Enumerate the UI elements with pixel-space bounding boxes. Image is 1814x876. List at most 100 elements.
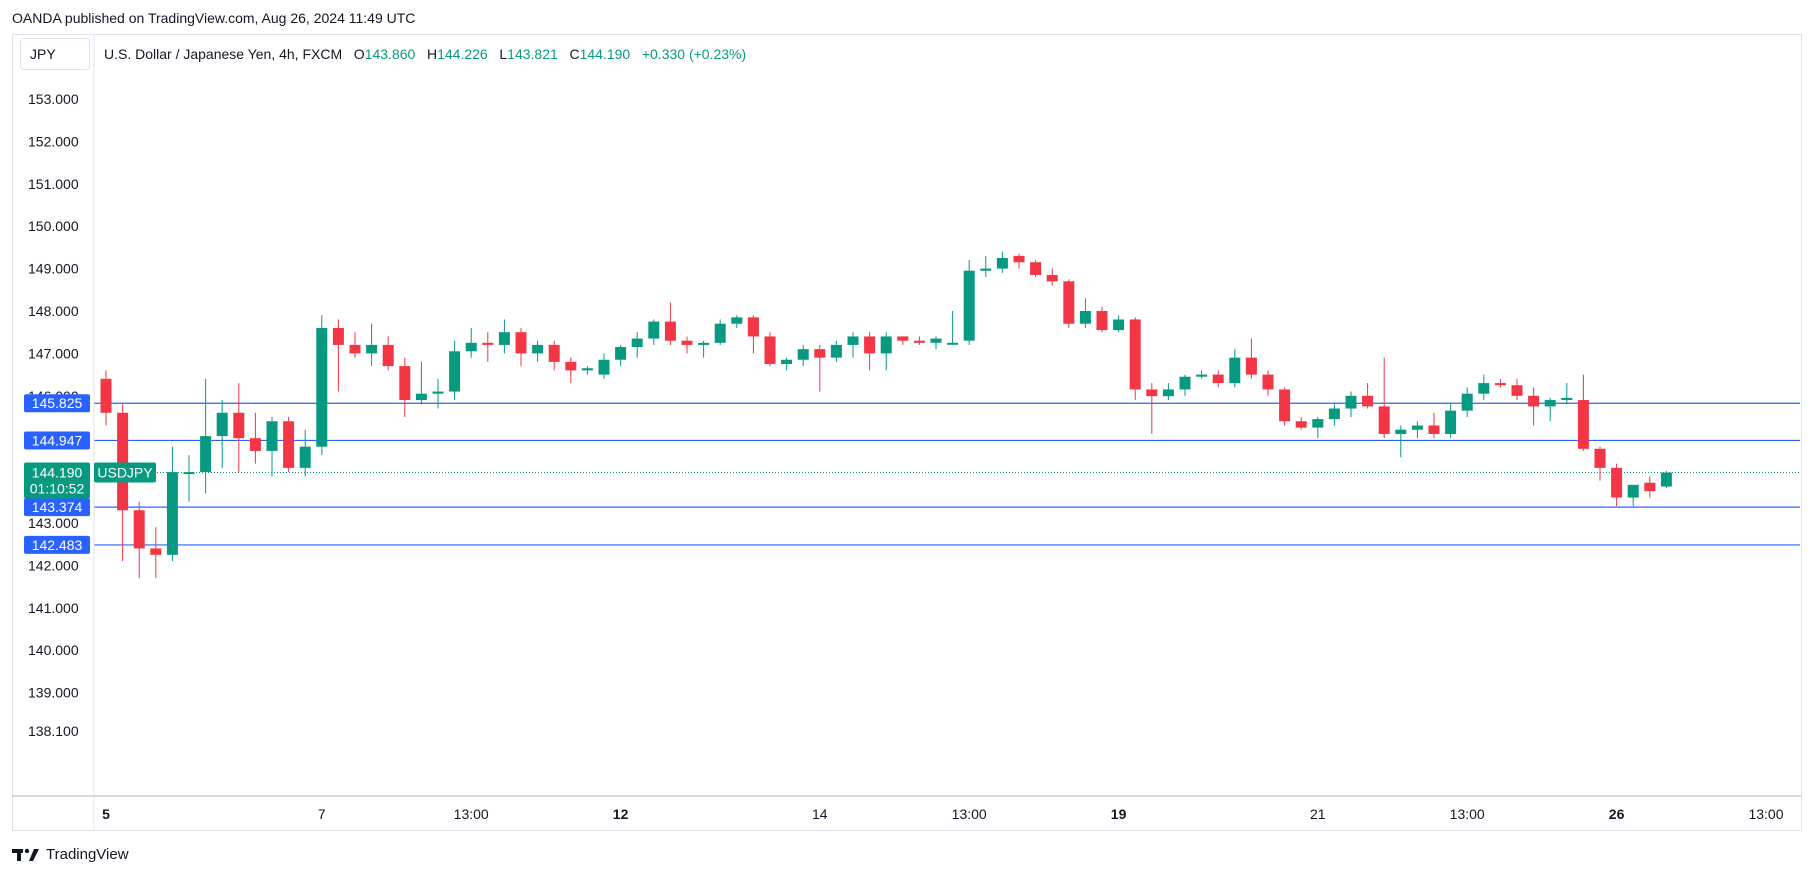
candle[interactable] xyxy=(465,327,477,358)
candle[interactable] xyxy=(1079,298,1091,328)
candle[interactable] xyxy=(1063,279,1075,328)
candle[interactable] xyxy=(631,332,643,358)
candle[interactable] xyxy=(1179,374,1191,396)
candle[interactable] xyxy=(581,366,593,375)
candle[interactable] xyxy=(847,332,859,358)
footer[interactable]: TradingView xyxy=(12,846,129,863)
candle[interactable] xyxy=(482,332,494,362)
candle[interactable] xyxy=(980,255,992,278)
candle[interactable] xyxy=(1544,397,1556,422)
candle-body xyxy=(266,421,278,451)
candle[interactable] xyxy=(382,336,394,371)
candle[interactable] xyxy=(1362,383,1374,409)
candle[interactable] xyxy=(913,336,925,345)
candle[interactable] xyxy=(1577,374,1589,451)
candle[interactable] xyxy=(714,319,726,345)
candle[interactable] xyxy=(1411,421,1423,439)
candle[interactable] xyxy=(166,446,178,562)
candle[interactable] xyxy=(432,378,444,409)
candle[interactable] xyxy=(681,336,693,354)
candle[interactable] xyxy=(299,429,311,477)
candle[interactable] xyxy=(1312,417,1324,439)
candle[interactable] xyxy=(1611,463,1623,507)
candle[interactable] xyxy=(1494,378,1506,388)
candle[interactable] xyxy=(1561,383,1573,405)
candle[interactable] xyxy=(797,344,809,367)
candle[interactable] xyxy=(449,340,461,401)
candle[interactable] xyxy=(1478,374,1490,401)
candle[interactable] xyxy=(1627,484,1639,507)
candle[interactable] xyxy=(1146,383,1158,434)
candle[interactable] xyxy=(100,370,112,426)
candle[interactable] xyxy=(947,311,959,345)
candle[interactable] xyxy=(1245,338,1257,379)
candle[interactable] xyxy=(1378,357,1390,439)
candle[interactable] xyxy=(283,417,295,473)
candle[interactable] xyxy=(963,260,975,345)
candle[interactable] xyxy=(1660,471,1672,489)
candle[interactable] xyxy=(1328,404,1340,426)
candle[interactable] xyxy=(1096,306,1108,333)
candle[interactable] xyxy=(1196,370,1208,379)
candle[interactable] xyxy=(880,332,892,371)
candle[interactable] xyxy=(515,327,527,367)
candle[interactable] xyxy=(698,340,710,358)
candle[interactable] xyxy=(415,361,427,405)
candle[interactable] xyxy=(316,315,328,456)
candle[interactable] xyxy=(1212,370,1224,388)
candle[interactable] xyxy=(1229,349,1241,388)
candle[interactable] xyxy=(781,357,793,371)
candle[interactable] xyxy=(930,336,942,350)
candle[interactable] xyxy=(233,383,245,473)
candle[interactable] xyxy=(1594,446,1606,481)
candle[interactable] xyxy=(731,315,743,328)
candle[interactable] xyxy=(565,357,577,384)
candle[interactable] xyxy=(830,340,842,362)
candle[interactable] xyxy=(1162,383,1174,401)
candle[interactable] xyxy=(1030,260,1042,278)
candle[interactable] xyxy=(532,340,544,362)
candle[interactable] xyxy=(1046,268,1058,286)
candle[interactable] xyxy=(1445,404,1457,439)
candle[interactable] xyxy=(864,332,876,371)
candle[interactable] xyxy=(200,378,212,494)
candle[interactable] xyxy=(1395,425,1407,458)
candle[interactable] xyxy=(648,319,660,345)
candle[interactable] xyxy=(764,332,776,367)
candle[interactable] xyxy=(399,357,411,417)
candle[interactable] xyxy=(332,319,344,392)
candle[interactable] xyxy=(183,455,195,502)
candle[interactable] xyxy=(1013,253,1025,269)
candle[interactable] xyxy=(1511,378,1523,401)
candle[interactable] xyxy=(664,302,676,345)
candle[interactable] xyxy=(266,417,278,477)
candle[interactable] xyxy=(814,344,826,392)
candle[interactable] xyxy=(1644,476,1656,498)
candle[interactable] xyxy=(216,400,228,468)
candle-body xyxy=(880,336,892,354)
candle[interactable] xyxy=(1428,412,1440,439)
candle[interactable] xyxy=(1113,315,1125,333)
candle[interactable] xyxy=(249,412,261,464)
currency-selector[interactable]: JPY xyxy=(20,38,90,70)
candle[interactable] xyxy=(150,527,162,579)
candle[interactable] xyxy=(897,336,909,345)
candle[interactable] xyxy=(1345,391,1357,417)
candle[interactable] xyxy=(1461,387,1473,417)
candle[interactable] xyxy=(366,323,378,367)
candle[interactable] xyxy=(1262,370,1274,396)
candle[interactable] xyxy=(1279,387,1291,426)
candle[interactable] xyxy=(615,344,627,367)
candle[interactable] xyxy=(1295,417,1307,430)
candle[interactable] xyxy=(1129,317,1141,401)
candle[interactable] xyxy=(548,340,560,371)
candle[interactable] xyxy=(117,404,129,562)
candle[interactable] xyxy=(747,315,759,354)
candle[interactable] xyxy=(996,251,1008,273)
candle[interactable] xyxy=(1528,387,1540,426)
candle[interactable] xyxy=(498,319,510,354)
candle[interactable] xyxy=(133,501,145,579)
candle[interactable] xyxy=(349,332,361,358)
candle[interactable] xyxy=(598,353,610,379)
